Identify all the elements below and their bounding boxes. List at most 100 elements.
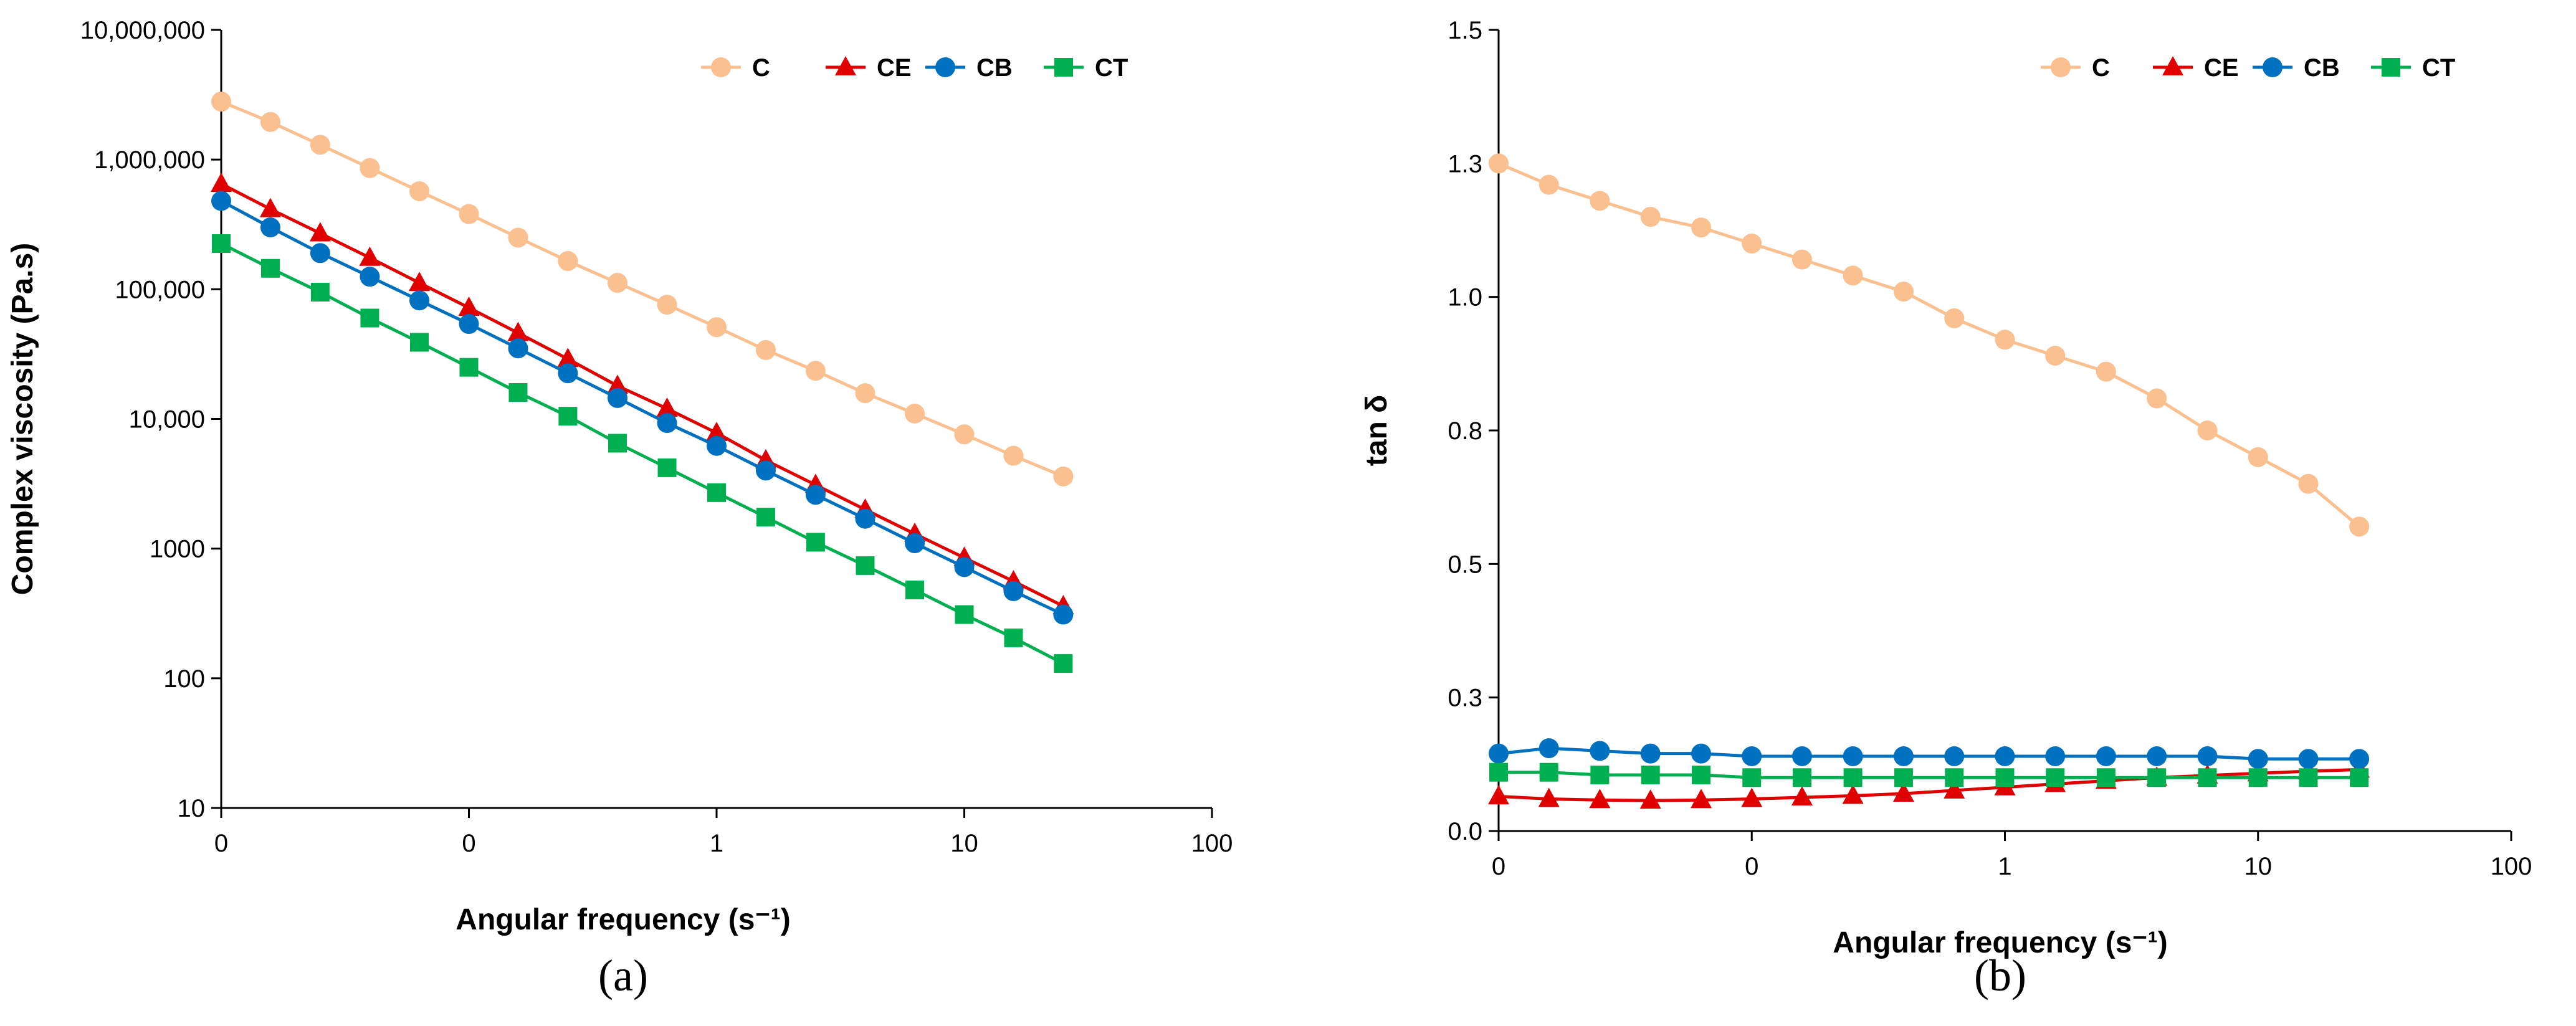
x-tick-label: 100 xyxy=(1191,830,1233,857)
data-point-cb xyxy=(2298,749,2319,769)
series-line-cb xyxy=(220,199,1064,616)
data-point-cb xyxy=(2045,746,2066,766)
data-point-ce xyxy=(259,197,281,217)
legend-marker-ce xyxy=(2162,56,2183,75)
data-point-cb xyxy=(310,243,330,264)
data-point-c xyxy=(1944,308,1965,328)
data-point-ct xyxy=(756,508,775,527)
data-point-ce xyxy=(1691,789,1712,809)
data-point-ct xyxy=(310,282,330,302)
data-point-ce xyxy=(1741,787,1763,807)
legend-marker-c xyxy=(2051,57,2071,77)
x-tick-label: 100 xyxy=(2491,853,2532,880)
data-point-ct xyxy=(1004,628,1023,647)
data-point-c xyxy=(260,112,280,132)
data-point-ct xyxy=(856,556,875,575)
legend-marker-ct xyxy=(1054,58,1073,77)
data-point-ce xyxy=(409,272,431,292)
legend-marker-ct xyxy=(2382,58,2400,77)
data-point-c xyxy=(211,92,231,112)
data-point-ct xyxy=(1641,765,1660,784)
data-point-c xyxy=(607,273,627,293)
data-point-ct xyxy=(260,259,280,278)
data-point-ce xyxy=(557,348,579,368)
data-point-c xyxy=(954,424,975,445)
data-point-cb xyxy=(1791,746,1812,766)
data-point-ct xyxy=(2198,768,2217,787)
legend: C CE CB CT xyxy=(701,54,1128,82)
data-point-c xyxy=(755,340,776,360)
data-point-ct xyxy=(1945,768,1964,787)
x-tick-label: 10 xyxy=(950,830,978,857)
data-point-ct xyxy=(905,581,925,600)
data-point-cb xyxy=(657,413,677,434)
data-point-c xyxy=(2045,345,2066,366)
x-axis-title: Angular frequency (s⁻¹) xyxy=(1833,926,2167,959)
data-point-cb xyxy=(707,435,727,456)
data-point-cb xyxy=(2248,749,2268,769)
y-tick-label: 1,000,000 xyxy=(94,146,205,174)
series-ce xyxy=(211,173,1074,615)
data-point-ct xyxy=(2096,768,2116,787)
data-point-ce xyxy=(606,374,628,394)
data-point-cb xyxy=(1489,743,1509,764)
data-point-c xyxy=(1489,153,1509,174)
legend-label-ct: CT xyxy=(2422,54,2455,82)
data-point-c xyxy=(1640,207,1661,227)
data-point-c xyxy=(707,317,727,338)
series-line-ce xyxy=(220,182,1064,608)
data-point-cb xyxy=(607,387,627,408)
legend-marker-c xyxy=(711,57,731,77)
data-point-ct xyxy=(212,234,231,254)
data-point-cb xyxy=(1003,581,1024,601)
panel-label: (b) xyxy=(1974,951,2026,1000)
legend-label-ce: CE xyxy=(877,54,912,82)
data-point-ct xyxy=(410,333,429,352)
data-point-cb xyxy=(1053,604,1074,625)
legend-label-ce: CE xyxy=(2204,54,2239,82)
data-point-ce xyxy=(458,297,480,316)
series-ct xyxy=(212,234,1073,673)
data-point-ce xyxy=(1892,782,1914,802)
data-point-cb xyxy=(755,460,776,481)
data-point-ce xyxy=(1488,785,1509,805)
legend-label-c: C xyxy=(752,54,770,82)
x-axis-title: Angular frequency (s⁻¹) xyxy=(456,903,790,936)
data-point-ct xyxy=(2147,768,2167,787)
data-point-c xyxy=(1538,174,1559,195)
data-point-ce xyxy=(1791,786,1813,805)
data-point-cb xyxy=(508,338,528,359)
x-tick-label: 1 xyxy=(710,830,723,857)
data-point-ct xyxy=(657,458,677,477)
data-point-ct xyxy=(2350,768,2369,787)
data-point-ct xyxy=(707,483,726,502)
series-c xyxy=(211,92,1074,487)
data-point-ct xyxy=(360,308,379,328)
chart-a: 10100100010,000100,0001,000,00010,000,00… xyxy=(6,17,1233,1000)
y-tick-label: 0.5 xyxy=(1448,551,1482,578)
series-cb xyxy=(211,191,1074,625)
chart-b: 0.0 0.3 0.5 0.8 1.0 1.3 1.5 0 0 1 10 100 Angular fre… xyxy=(1360,17,2532,1000)
data-point-c xyxy=(1791,249,1812,270)
series-c xyxy=(1489,153,2370,537)
panel-label: (a) xyxy=(598,951,648,1000)
data-point-ct xyxy=(1894,768,1913,787)
y-tick-label: 0.3 xyxy=(1448,685,1482,712)
data-point-cb xyxy=(1640,743,1661,764)
data-point-cb xyxy=(211,191,231,211)
legend-label-ct: CT xyxy=(1095,54,1128,82)
data-point-c xyxy=(360,158,380,178)
data-point-c xyxy=(409,181,430,201)
series-cb xyxy=(1489,738,2370,769)
data-point-c xyxy=(310,135,330,155)
data-point-c xyxy=(805,361,826,381)
data-point-cb xyxy=(1843,746,1863,766)
y-axis-title: tan δ xyxy=(1360,395,1393,466)
data-point-c xyxy=(2096,361,2116,382)
data-point-cb xyxy=(2147,746,2167,766)
data-point-ce xyxy=(309,222,331,242)
y-tick-label: 100 xyxy=(163,665,205,693)
legend-marker-cb xyxy=(935,57,955,77)
